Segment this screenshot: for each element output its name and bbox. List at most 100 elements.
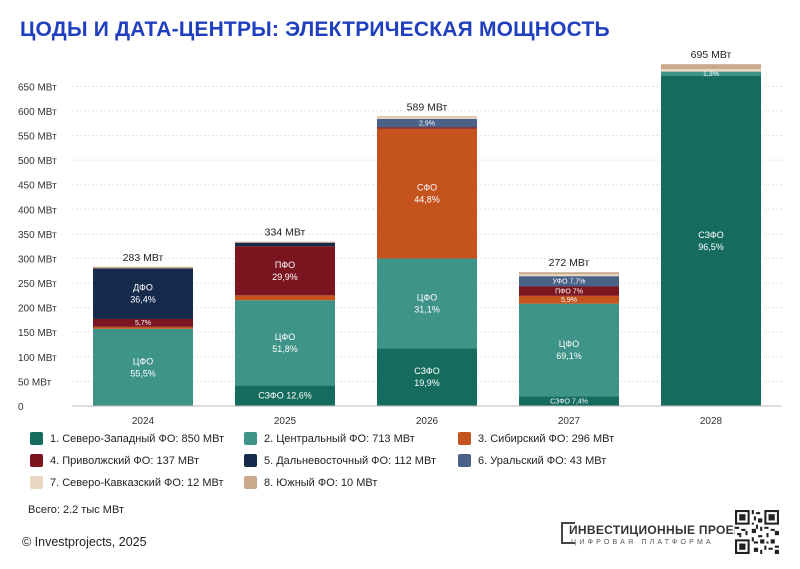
- bar-segment: [377, 128, 477, 259]
- bar-segment: [661, 64, 761, 70]
- y-tick-label: 350 МВт: [18, 230, 57, 241]
- brand-name: ИНВЕСТИЦИОННЫЕ ПРОЕКТЫ: [569, 523, 762, 537]
- legend-item: 2. Центральный ФО: 713 МВт: [244, 432, 458, 445]
- bar-segment: [235, 241, 335, 243]
- legend-item: 3. Сибирский ФО: 296 МВт: [458, 432, 630, 445]
- total-label: 283 МВт: [123, 252, 164, 264]
- y-tick-label: 250 МВт: [18, 279, 57, 290]
- total-label: 695 МВт: [691, 49, 732, 61]
- bar-segment: [519, 295, 619, 304]
- y-tick-label: 0: [18, 402, 24, 413]
- data-label: СЗФО 7,4%: [550, 398, 588, 405]
- y-tick-label: 200 МВт: [18, 304, 57, 315]
- legend-swatch: [30, 454, 43, 467]
- bar-segment: [235, 385, 335, 406]
- bar-segment: [661, 76, 761, 406]
- legend-label: 3. Сибирский ФО: 296 МВт: [478, 432, 615, 445]
- bar-segment: [235, 295, 335, 301]
- bar-segment: [377, 118, 477, 128]
- data-label: 5,9%: [561, 297, 577, 304]
- data-label: ЦФО: [133, 356, 154, 366]
- stacked-bar-chart: 0 50 МВт 100 МВт 150 МВт 200 МВт 250 МВт 300 М…: [18, 49, 782, 427]
- data-label: ЦФО: [417, 292, 438, 302]
- y-tick-label: 50 МВт: [18, 377, 52, 388]
- legend-item: 6. Уральский ФО: 43 МВт: [458, 454, 630, 467]
- data-label: 31,1%: [414, 304, 440, 314]
- data-label: ДФО: [133, 283, 153, 293]
- bar-segment: [93, 266, 193, 269]
- x-tick-label: 2026: [416, 416, 439, 427]
- data-label: 2,9%: [419, 120, 435, 127]
- bar-segment: [93, 328, 193, 406]
- legend-swatch: [458, 432, 471, 445]
- total-text: Всего: 2.2 тыс МВт: [28, 504, 124, 516]
- legend-item: 5. Дальневосточный ФО: 112 МВт: [244, 454, 458, 467]
- y-tick-label: 100 МВт: [18, 353, 57, 364]
- bar-segment: [519, 274, 619, 277]
- legend-item: 7. Северо-Кавказский ФО: 12 МВт: [30, 476, 244, 489]
- x-tick-label: 2025: [274, 416, 297, 427]
- x-tick-label: 2028: [700, 416, 723, 427]
- total-label: 334 МВт: [265, 227, 306, 239]
- bar-segment: [377, 116, 477, 118]
- legend-item: 1. Северо-Западный ФО: 850 МВт: [30, 432, 244, 445]
- bar-segment: [519, 303, 619, 397]
- data-label: 96,5%: [698, 242, 724, 252]
- data-label: 36,4%: [130, 295, 156, 305]
- bar-segment: [235, 300, 335, 386]
- legend-label: 8. Южный ФО: 10 МВт: [264, 476, 378, 489]
- data-label: СФО: [417, 183, 437, 193]
- legend-swatch: [30, 432, 43, 445]
- copyright: © Investprojects, 2025: [22, 535, 147, 549]
- brand-subtitle: ЦИФРОВАЯ ПЛАТФОРМА: [571, 539, 714, 546]
- total-label: 272 МВт: [549, 257, 590, 269]
- bar-segment: [93, 318, 193, 327]
- legend-label: 6. Уральский ФО: 43 МВт: [478, 454, 607, 467]
- x-tick-label: 2027: [558, 416, 581, 427]
- legend-swatch: [30, 476, 43, 489]
- y-tick-label: 550 МВт: [18, 132, 57, 143]
- y-tick-label: 450 МВт: [18, 181, 57, 192]
- qr-code-icon[interactable]: [735, 510, 779, 554]
- data-label: СЗФО 12,6%: [258, 391, 312, 401]
- legend-label: 1. Северо-Западный ФО: 850 МВт: [50, 432, 225, 445]
- data-label: 29,9%: [272, 272, 298, 282]
- bar-segment: [661, 71, 761, 77]
- bar-segment: [235, 242, 335, 247]
- bar-segment: [661, 69, 761, 72]
- legend-label: 2. Центральный ФО: 713 МВт: [264, 432, 415, 445]
- legend-label: 5. Дальневосточный ФО: 112 МВт: [264, 454, 436, 467]
- chart-title: ЦОДЫ И ДАТА-ЦЕНТРЫ: ЭЛЕКТРИЧЕСКАЯ МОЩНОС…: [20, 18, 610, 41]
- x-tick-label: 2024: [132, 416, 155, 427]
- bar-segment: [235, 246, 335, 296]
- y-tick-label: 650 МВт: [18, 82, 57, 93]
- data-label: ЦФО: [275, 332, 296, 342]
- y-tick-label: 600 МВт: [18, 107, 57, 118]
- data-label: ПФО: [275, 260, 295, 270]
- data-label: УФО 7,7%: [553, 279, 586, 286]
- data-label: 1,3%: [703, 71, 719, 78]
- y-tick-label: 300 МВт: [18, 254, 57, 265]
- bar-segment: [377, 117, 477, 119]
- bar-segment: [519, 276, 619, 287]
- y-tick-label: 150 МВт: [18, 328, 57, 339]
- legend-swatch: [458, 454, 471, 467]
- legend-item: 8. Южный ФО: 10 МВт: [244, 476, 458, 489]
- legend-swatch: [244, 476, 257, 489]
- bar-segment: [93, 326, 193, 329]
- data-label: ЦФО: [559, 339, 580, 349]
- bar-segment: [377, 127, 477, 129]
- bar-segment: [377, 258, 477, 349]
- legend-swatch: [244, 454, 257, 467]
- bar-segment: [93, 268, 193, 319]
- legend: 1. Северо-Западный ФО: 850 МВт 2. Централ…: [30, 432, 630, 489]
- total-label: 589 МВт: [407, 101, 448, 113]
- bar-segment: [377, 348, 477, 406]
- data-label: СЗФО: [698, 230, 724, 240]
- brand-logo-icon: [561, 522, 575, 544]
- legend-label: 7. Северо-Кавказский ФО: 12 МВт: [50, 476, 224, 489]
- legend-swatch: [244, 432, 257, 445]
- data-label: СЗФО: [414, 366, 440, 376]
- y-tick-label: 500 МВт: [18, 156, 57, 167]
- data-label: 19,9%: [414, 378, 440, 388]
